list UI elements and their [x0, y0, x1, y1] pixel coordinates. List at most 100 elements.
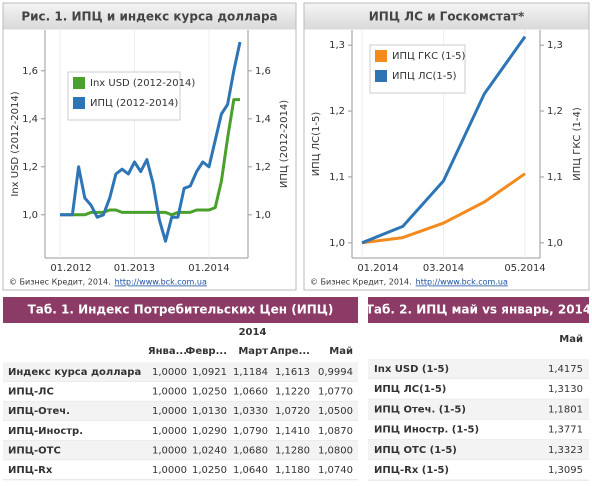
legend-box	[67, 71, 181, 121]
y2-tick-label: 1,0	[547, 238, 563, 249]
row-label: ИПЦ-Иностр.	[8, 426, 83, 437]
table-cell: 1,0250	[192, 387, 227, 398]
y2-tick-label: 1,2	[547, 106, 563, 117]
column-header: Май	[559, 334, 583, 345]
series-line	[361, 35, 527, 245]
table-row	[368, 419, 589, 440]
title-bar	[304, 3, 589, 30]
row-label: Inx USD (1-5)	[374, 364, 449, 375]
row-label: ИПЦ-ОТС	[8, 445, 61, 456]
x-tick-label: 03.2014	[423, 263, 464, 274]
table-cell: 1,0870	[318, 426, 353, 437]
y2-tick-label: 1,2	[255, 162, 271, 173]
x-tick-label: 01.2012	[50, 263, 91, 274]
source-note: © Бизнес Кредит, 2014.	[9, 278, 111, 287]
table-row	[3, 421, 358, 441]
table-cell: 1,3095	[548, 465, 583, 476]
y2-tick-label: 1,1	[547, 172, 563, 183]
table-title-bar	[3, 297, 358, 323]
table-cell: 1,0790	[233, 426, 268, 437]
y-tick-label: 1,0	[22, 210, 38, 221]
table-cell: 1,0660	[233, 387, 268, 398]
title-bar	[3, 3, 296, 30]
series-line	[60, 41, 242, 243]
column-header: Апре...	[270, 346, 310, 357]
table-title: Таб. 2. ИПЦ май vs январь, 2014	[366, 303, 592, 317]
chart-panel	[2, 2, 297, 291]
table-cell: 1,1410	[275, 426, 310, 437]
legend-swatch	[73, 77, 85, 89]
row-label: Индекс курса доллара	[8, 367, 141, 378]
table-cell: 1,1613	[275, 367, 310, 378]
table-row	[3, 381, 358, 402]
row-label: ИПЦ Отеч. (1-5)	[374, 404, 466, 415]
source-link[interactable]: http://www.bck.com.ua	[115, 278, 207, 287]
table-row	[368, 379, 589, 400]
legend-swatch	[73, 97, 85, 109]
column-header: Май	[329, 346, 353, 357]
chart-title: Рис. 1. ИПЦ и индекс курса доллара	[21, 10, 277, 24]
source-link[interactable]: http://www.bck.com.ua	[416, 278, 508, 287]
y-tick-label: 1,2	[22, 162, 38, 173]
table-cell: 1,0000	[152, 406, 187, 417]
table-cell: 1,0680	[233, 445, 268, 456]
row-label: ИПЦ-Rx (1-5)	[374, 465, 449, 476]
legend-label: ИПЦ ГКС (1-5)	[392, 51, 466, 62]
table-title-bar	[368, 297, 589, 323]
table-cell: 1,0250	[192, 465, 227, 476]
y2-tick-label: 1,6	[255, 66, 271, 77]
row-label: ИПЦ-ЛС	[8, 387, 54, 398]
table-cell: 1,1184	[233, 367, 268, 378]
table-cell: 1,0740	[318, 465, 353, 476]
table-cell: 1,1220	[275, 387, 310, 398]
table-row	[3, 440, 358, 461]
table-row	[3, 401, 358, 421]
table-cell: 1,0720	[275, 406, 310, 417]
table-cell: 1,3323	[548, 445, 583, 456]
x-tick-label: 01.2013	[114, 263, 155, 274]
y2-tick-label: 1,0	[255, 210, 271, 221]
table-cell: 1,3771	[548, 425, 583, 436]
x-tick-label: 01.2014	[357, 263, 398, 274]
x-tick-label: 01.2014	[188, 263, 229, 274]
y-tick-label: 1,2	[329, 106, 345, 117]
table-cell: 1,0500	[318, 406, 353, 417]
table-cell: 1,0000	[152, 426, 187, 437]
table-cell: 0,9994	[318, 367, 353, 378]
row-label: ИПЦ-Rx	[8, 465, 53, 476]
table-row	[3, 460, 358, 480]
y-tick-label: 1,4	[22, 114, 38, 125]
table-cell: 1,0640	[233, 465, 268, 476]
table-row	[3, 362, 358, 382]
y2-axis-label: ИПЦ (2012-2014)	[279, 100, 290, 188]
legend-swatch	[375, 70, 387, 82]
y2-tick-label: 1,4	[255, 114, 271, 125]
row-label: ИПЦ ОТС (1-5)	[374, 445, 457, 456]
table-cell: 1,4175	[548, 364, 583, 375]
y-axis-label: Inx USD (2012-2014)	[10, 91, 21, 196]
table-cell: 1,0330	[233, 406, 268, 417]
table-row	[368, 439, 589, 460]
y2-tick-label: 1,3	[547, 40, 563, 51]
series-line	[60, 98, 240, 217]
source-note: © Бизнес Кредит, 2014.	[310, 278, 412, 287]
table-cell: 1,0130	[192, 406, 227, 417]
table-row	[368, 358, 589, 380]
legend-label: Inx USD (2012-2014)	[90, 78, 195, 89]
table-cell: 1,0770	[318, 387, 353, 398]
column-header: Февр...	[185, 346, 227, 357]
table-cell: 1,1180	[275, 465, 310, 476]
table-cell: 1,0000	[152, 387, 187, 398]
row-label: ИПЦ Иностр. (1-5)	[374, 425, 479, 436]
row-label: ИПЦ ЛС(1-5)	[374, 384, 446, 395]
x-tick-label: 05.2014	[504, 263, 545, 274]
table-cell: 1,0800	[318, 445, 353, 456]
y-tick-label: 1,6	[22, 66, 38, 77]
table-row	[368, 459, 589, 481]
chart-title: ИПЦ ЛС и Госкомстат*	[369, 10, 525, 24]
table-group-header: 2014	[239, 327, 267, 338]
series-line	[361, 172, 526, 245]
table-cell: 1,0240	[192, 445, 227, 456]
legend-swatch	[375, 50, 387, 62]
